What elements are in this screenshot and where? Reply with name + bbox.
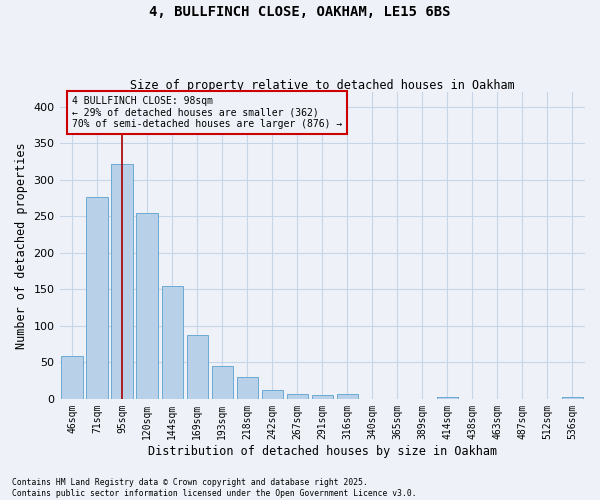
Bar — [236, 377, 258, 399]
X-axis label: Distribution of detached houses by size in Oakham: Distribution of detached houses by size … — [148, 444, 497, 458]
Bar — [161, 286, 183, 399]
Text: 4 BULLFINCH CLOSE: 98sqm
← 29% of detached houses are smaller (362)
70% of semi-: 4 BULLFINCH CLOSE: 98sqm ← 29% of detach… — [72, 96, 343, 129]
Bar — [337, 394, 358, 399]
Bar — [112, 164, 133, 399]
Bar — [86, 197, 108, 399]
Bar — [311, 395, 333, 399]
Bar — [212, 366, 233, 399]
Bar — [136, 214, 158, 399]
Y-axis label: Number of detached properties: Number of detached properties — [15, 142, 28, 348]
Bar — [262, 390, 283, 399]
Text: Contains HM Land Registry data © Crown copyright and database right 2025.
Contai: Contains HM Land Registry data © Crown c… — [12, 478, 416, 498]
Bar — [287, 394, 308, 399]
Bar — [437, 396, 458, 399]
Title: Size of property relative to detached houses in Oakham: Size of property relative to detached ho… — [130, 79, 515, 92]
Text: 4, BULLFINCH CLOSE, OAKHAM, LE15 6BS: 4, BULLFINCH CLOSE, OAKHAM, LE15 6BS — [149, 5, 451, 19]
Bar — [61, 356, 83, 399]
Bar — [562, 396, 583, 399]
Bar — [187, 334, 208, 399]
